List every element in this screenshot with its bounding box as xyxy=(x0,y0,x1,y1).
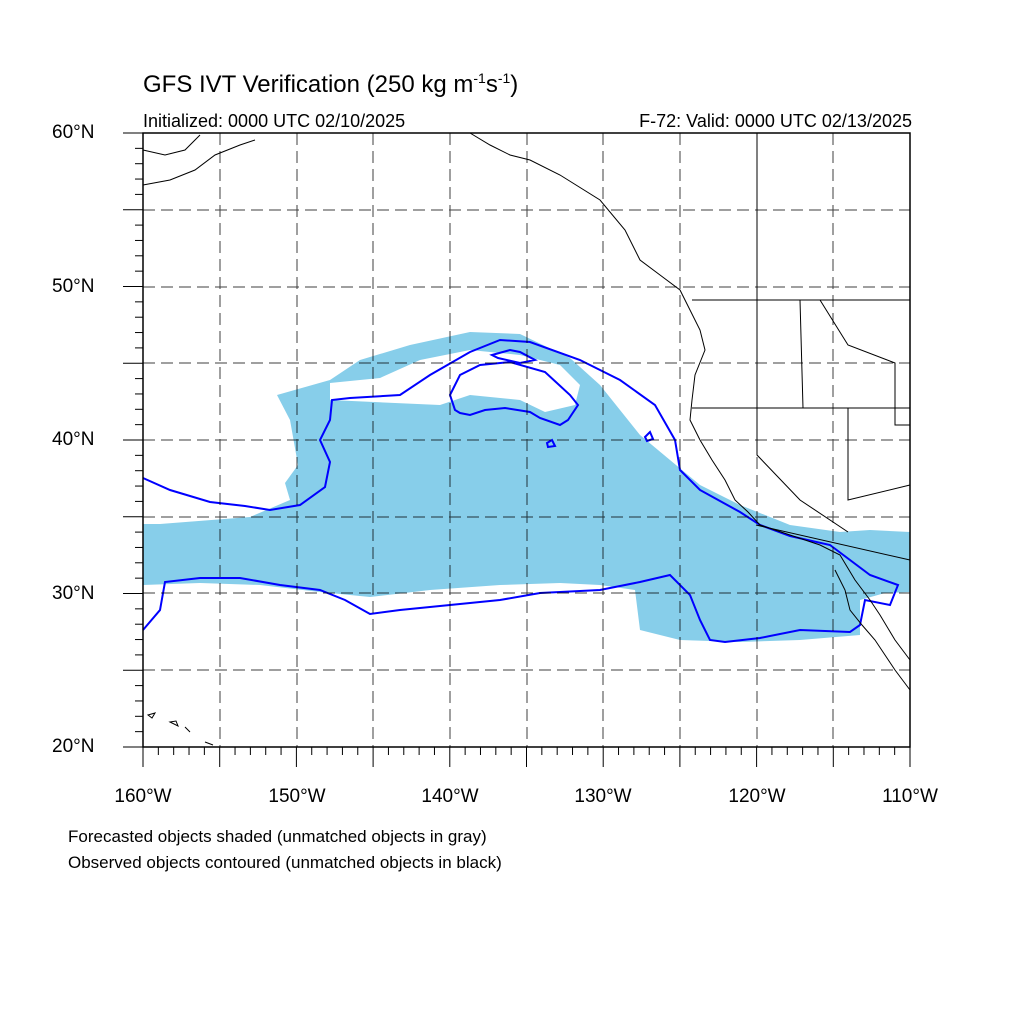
observed-note: Observed objects contoured (unmatched ob… xyxy=(68,853,502,872)
hawaii-islands xyxy=(146,712,214,746)
lat-label-20n: 20°N xyxy=(52,736,95,757)
lon-label-110w: 110°W xyxy=(882,786,938,807)
axis-ticks xyxy=(123,132,911,767)
forecast-note: Forecasted objects shaded (unmatched obj… xyxy=(68,827,487,846)
north-america-coastline xyxy=(469,132,911,700)
lat-label-50n: 50°N xyxy=(52,276,95,297)
observed-ivt-contour xyxy=(142,338,900,644)
lat-label-30n: 30°N xyxy=(52,583,95,604)
lat-label-60n: 60°N xyxy=(52,122,95,143)
lon-label-120w: 120°W xyxy=(728,786,786,807)
lon-label-160w: 160°W xyxy=(114,786,172,807)
lon-label-150w: 150°W xyxy=(268,786,326,807)
coastlines xyxy=(142,132,911,746)
baja-coastline xyxy=(834,569,911,691)
valid-time: F-72: Valid: 0000 UTC 02/13/2025 xyxy=(639,111,912,131)
lat-lon-grid xyxy=(143,133,910,747)
lon-label-140w: 140°W xyxy=(421,786,479,807)
initialized-time: Initialized: 0000 UTC 02/10/2025 xyxy=(143,111,406,131)
map-title: GFS IVT Verification (250 kg m-1s-1) xyxy=(143,70,519,98)
lat-label-40n: 40°N xyxy=(52,429,95,450)
alaska-coastline xyxy=(142,134,256,186)
state-border xyxy=(692,133,911,561)
forecast-ivt-object xyxy=(143,332,910,642)
lon-label-130w: 130°W xyxy=(574,786,632,807)
